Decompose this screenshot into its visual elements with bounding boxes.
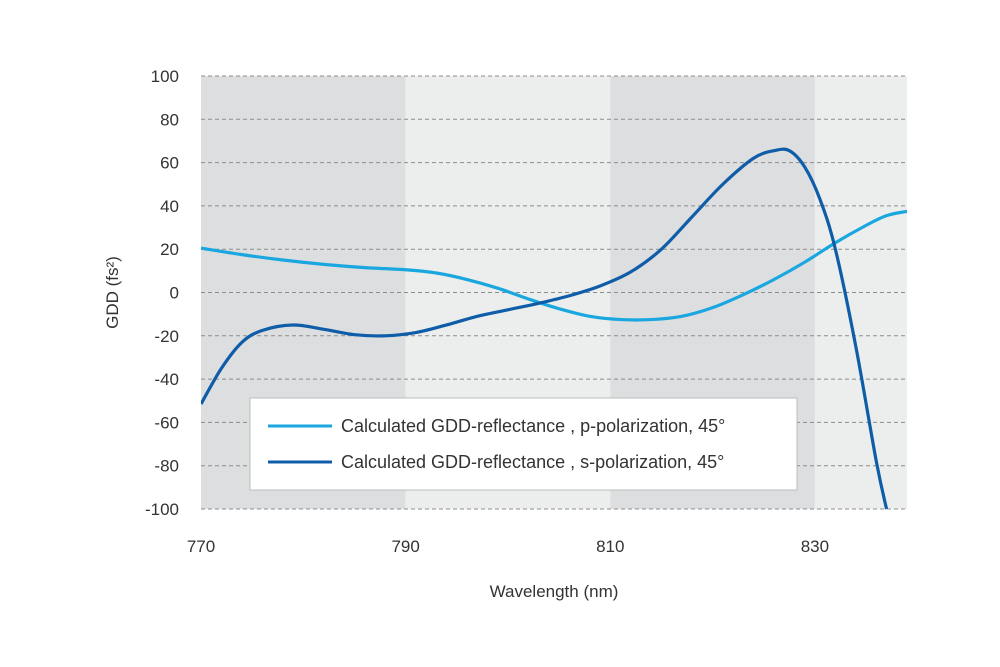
legend-box <box>249 397 798 491</box>
legend-label-p-polarization: Calculated GDD-reflectance , p-polarizat… <box>341 416 725 436</box>
y-tick-label: 80 <box>160 110 179 129</box>
x-tick-label: 830 <box>801 537 829 556</box>
series-line-p-polarization <box>201 209 907 322</box>
y-tick-label: -100 <box>145 500 179 519</box>
y-tick-label: -20 <box>154 327 179 346</box>
series-line-s-polarization <box>201 147 889 510</box>
y-axis-label: GDD (fs²) <box>103 256 122 329</box>
x-axis-label: Wavelength (nm) <box>490 582 619 601</box>
x-tick-label: 790 <box>391 537 419 556</box>
y-tick-label: 60 <box>160 154 179 173</box>
y-tick-label: 20 <box>160 240 179 259</box>
legend: Calculated GDD-reflectance , p-polarizat… <box>249 397 798 491</box>
x-axis-ticks: 770 790 810 830 <box>187 537 829 556</box>
legend-label-s-polarization: Calculated GDD-reflectance , s-polarizat… <box>341 452 724 472</box>
y-axis-ticks: 100 80 60 40 20 0 -20 -40 -60 -80 -100 <box>145 67 179 519</box>
x-tick-label: 810 <box>596 537 624 556</box>
y-tick-label: 40 <box>160 197 179 216</box>
y-tick-label: 0 <box>170 284 179 303</box>
series-lines <box>201 147 907 510</box>
x-tick-label: 770 <box>187 537 215 556</box>
y-tick-label: -80 <box>154 457 179 476</box>
y-tick-label: 100 <box>151 67 179 86</box>
y-tick-label: -60 <box>154 413 179 432</box>
y-tick-label: -40 <box>154 370 179 389</box>
